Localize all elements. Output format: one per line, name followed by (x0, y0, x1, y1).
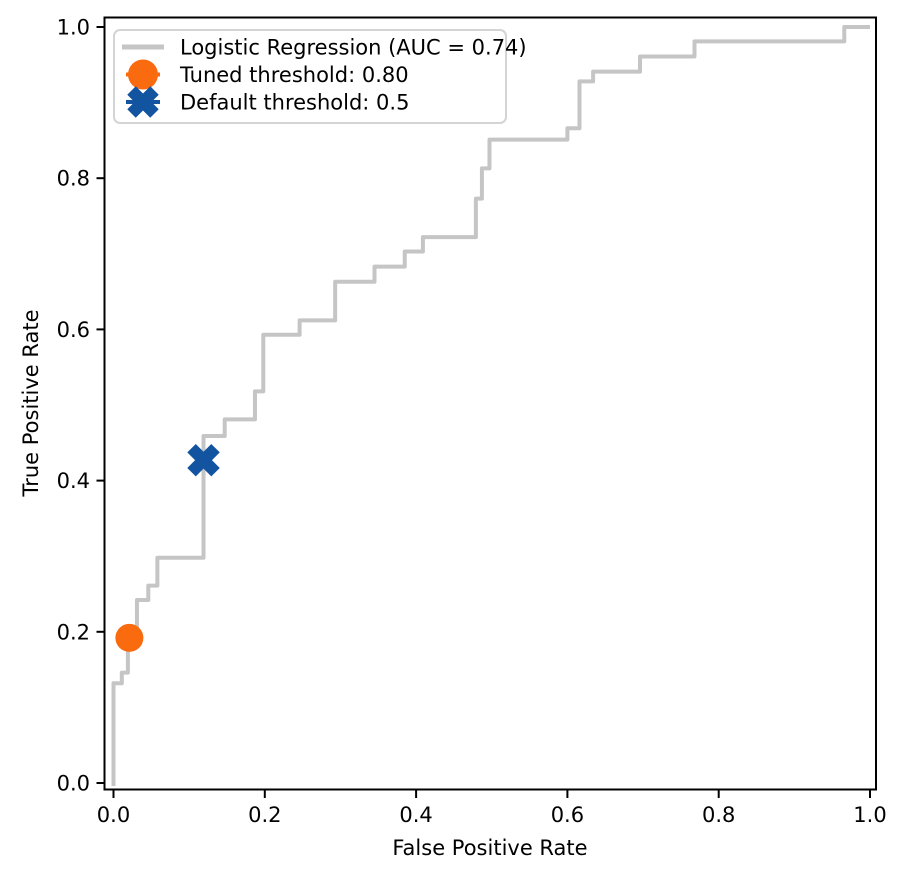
x-axis-label: False Positive Rate (392, 836, 587, 860)
legend-label-tuned: Tuned threshold: 0.80 (179, 63, 409, 87)
axis-ticks: 0.0 0.2 0.4 0.6 0.8 1.0 0.0 0.2 0.4 0.6 0.8 1.0 (57, 16, 887, 828)
legend: Logistic Regression (AUC = 0.74) Tuned t… (113, 29, 527, 124)
y-tick-label: 1.0 (57, 16, 90, 40)
x-tick-label: 0.0 (97, 803, 130, 827)
y-tick-label: 0.6 (57, 318, 90, 342)
y-tick-label: 0.0 (57, 772, 90, 796)
legend-label-default: Default threshold: 0.5 (180, 91, 409, 115)
y-axis-label: True Positive Rate (19, 309, 43, 497)
legend-label-curve: Logistic Regression (AUC = 0.74) (180, 36, 527, 60)
default-threshold-marker (187, 443, 220, 477)
tuned-threshold-marker (115, 623, 144, 652)
legend-tuned-circle-icon (128, 59, 158, 90)
legend-box (113, 29, 507, 124)
x-tick-label: 1.0 (853, 803, 886, 827)
roc-curve-line (111, 25, 870, 787)
x-tick-label: 0.8 (702, 803, 735, 827)
threshold-marker-layer (115, 443, 220, 652)
roc-curve-layer (111, 25, 870, 787)
x-tick-label: 0.4 (399, 803, 432, 827)
legend-default-x-icon (127, 86, 159, 118)
y-tick-label: 0.2 (57, 620, 90, 644)
y-tick-label: 0.4 (57, 469, 90, 493)
y-tick-label: 0.8 (57, 167, 90, 191)
plot-area-border (103, 16, 877, 791)
x-tick-label: 0.2 (248, 803, 281, 827)
x-tick-label: 0.6 (551, 803, 584, 827)
